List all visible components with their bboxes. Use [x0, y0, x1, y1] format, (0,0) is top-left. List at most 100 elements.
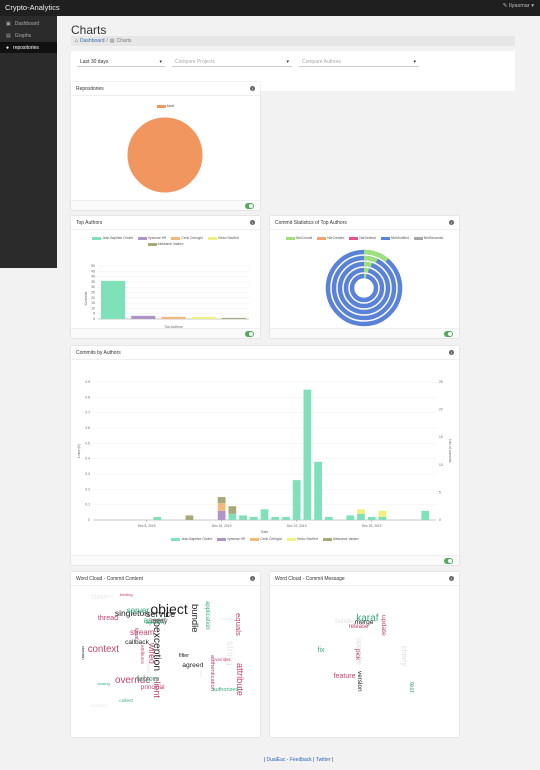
chart-toggle[interactable] [245, 203, 254, 209]
repositories-icon: ● [6, 44, 10, 51]
legend-item[interactable]: Ilyasmar HR [138, 236, 166, 240]
word-cloud-word: class [91, 594, 108, 602]
user-menu-button[interactable]: ✎ Ilyasmar ▾ [502, 3, 534, 9]
word-cloud-word: java [105, 593, 113, 599]
app-brand[interactable]: Crypto-Analytics [5, 3, 60, 12]
compare-projects-select[interactable]: Compare Projects ▾ [172, 58, 292, 67]
legend-item[interactable]: Aleksandr Vasilev [322, 537, 359, 541]
legend-swatch [138, 236, 148, 240]
bar-legend: Jean-Baptiste Onofré Ilyasmar HR Cenk Ceti… [76, 236, 255, 246]
legend-item[interactable]: NbrCreated [317, 236, 344, 240]
dropdown-icon: ▾ [286, 59, 289, 65]
legend-swatch [287, 537, 297, 541]
word-cloud-word: factory [136, 674, 159, 684]
footer-link-dualeac[interactable]: DualEac [266, 757, 286, 763]
info-icon[interactable]: i [449, 576, 454, 581]
word-cloud-word: test [407, 682, 415, 693]
date-range-select[interactable]: Last 30 days ▾ [77, 58, 165, 67]
legend-item[interactable]: Aleksandr Vasilev [147, 242, 183, 246]
y-right-tick-label: 25 [439, 380, 443, 384]
word-cloud-word: binding [119, 591, 133, 597]
legend-item[interactable]: Heiko Seuffert [208, 236, 239, 240]
info-icon[interactable]: i [449, 350, 454, 355]
footer-link-twitter[interactable]: Twitter [315, 757, 331, 763]
legend-item[interactable]: Heiko Seuffert [287, 537, 318, 541]
legend-label: NbrModified [391, 236, 409, 240]
legend-item[interactable]: NbrModified [381, 236, 409, 240]
word-cloud-word: callback [125, 638, 149, 646]
y-tick-label: 0.9 [85, 380, 90, 384]
legend-label: NbrCreated [327, 236, 345, 240]
commits-legend: Jean-Baptiste Onofré Ilyasmar HR Cenk Ceti… [81, 537, 449, 541]
chart-icon: ▤ [109, 38, 115, 44]
bar [260, 509, 269, 520]
legend-label: NbrCommit [295, 236, 313, 240]
word-cloud-word: bundle [189, 603, 201, 633]
info-icon[interactable]: i [250, 86, 255, 91]
y-right-tick-label: 5 [439, 490, 441, 494]
word-cloud-word: release [348, 623, 369, 630]
info-icon[interactable]: i [250, 576, 255, 581]
bar [324, 516, 333, 520]
chart-toggle[interactable] [444, 558, 453, 564]
bar [357, 509, 365, 514]
page-title: Charts [71, 23, 107, 37]
y-tick-label: 0.8 [85, 395, 90, 399]
commits-by-authors-chart: 0 0.1 0.2 0.3 0.4 0.5 0.6 0.7 0.8 0.9 0 5 10 15 20 25 De… [77, 380, 452, 534]
breadcrumb-dashboard-link[interactable]: Dashboard [80, 38, 105, 44]
info-icon[interactable]: i [449, 220, 454, 225]
bar [153, 516, 162, 520]
compare-authors-select[interactable]: Compare Authors ▾ [299, 58, 419, 67]
chart-toggle[interactable] [245, 331, 254, 337]
bar [314, 461, 322, 520]
legend-swatch [171, 537, 181, 541]
legend-label: Heiko Seuffert [297, 537, 318, 541]
y-tick-label: 30 [91, 285, 95, 289]
commits-by-authors-card: Commits by Authors i 0 0.1 0.2 0.3 0.4 0.5 0.6 0… [71, 346, 459, 565]
word-cloud-word: closing [97, 680, 110, 686]
ring-segment [343, 267, 385, 309]
legend-swatch [92, 236, 102, 240]
breadcrumb: ⌂ Dashboard / ▤ Charts [71, 36, 515, 46]
bar [378, 516, 387, 520]
word-cloud-word: version [356, 671, 364, 692]
word-cloud-word: attributes [139, 645, 145, 665]
home-icon: ⌂ [75, 38, 79, 44]
legend-item[interactable]: NbrRenamed [413, 236, 443, 240]
word-cloud-word: fix [317, 646, 325, 654]
word-cloud-word: assert [143, 614, 167, 625]
bar [249, 516, 258, 520]
chart-toggle[interactable] [444, 331, 453, 337]
repositories-pie-chart [126, 116, 204, 194]
dropdown-icon: ▾ [159, 59, 162, 65]
commit-stats-card: Commit Statistics of Top Authors i NbrCom… [270, 216, 459, 338]
bar [239, 515, 247, 520]
y-tick-label: 45 [91, 269, 95, 273]
legend-swatch [317, 236, 327, 240]
legend-item[interactable]: Cenk Cetingöz [171, 236, 203, 240]
pie-slice [126, 116, 204, 194]
legend-item[interactable]: karaf [156, 104, 174, 108]
sidebar-item-graphs[interactable]: ▤ Graphs [6, 32, 32, 39]
word-cloud-word: change [219, 615, 233, 621]
legend-item[interactable]: Cenk Cetingöz [250, 537, 282, 541]
legend-item[interactable]: Ilyasmar HR [217, 537, 245, 541]
sidebar: ▣ Dashboard ▤ Graphs ● repositories [0, 16, 57, 268]
y-tick-label: 0 [88, 518, 90, 522]
legend-item[interactable]: Jean-Baptiste Onofré [171, 537, 212, 541]
sidebar-item-dashboard[interactable]: ▣ Dashboard [6, 20, 40, 27]
legend-item[interactable]: Jean-Baptiste Onofré [92, 236, 133, 240]
bar [228, 513, 237, 520]
word-cloud-word: bundle [335, 618, 354, 626]
legend-swatch [171, 236, 181, 240]
commit-stats-ring-chart [325, 249, 403, 327]
dashboard-icon: ▣ [6, 20, 11, 27]
ring-segment [349, 273, 379, 303]
info-icon[interactable]: i [250, 220, 255, 225]
sidebar-item-repositories[interactable]: ● repositories [0, 42, 57, 53]
legend-item[interactable]: NbrCommit [285, 236, 313, 240]
legend-item[interactable]: NbrDeleted [349, 236, 376, 240]
y-tick-label: 0 [93, 317, 95, 321]
footer-link-feedback[interactable]: Feedback [289, 757, 312, 763]
